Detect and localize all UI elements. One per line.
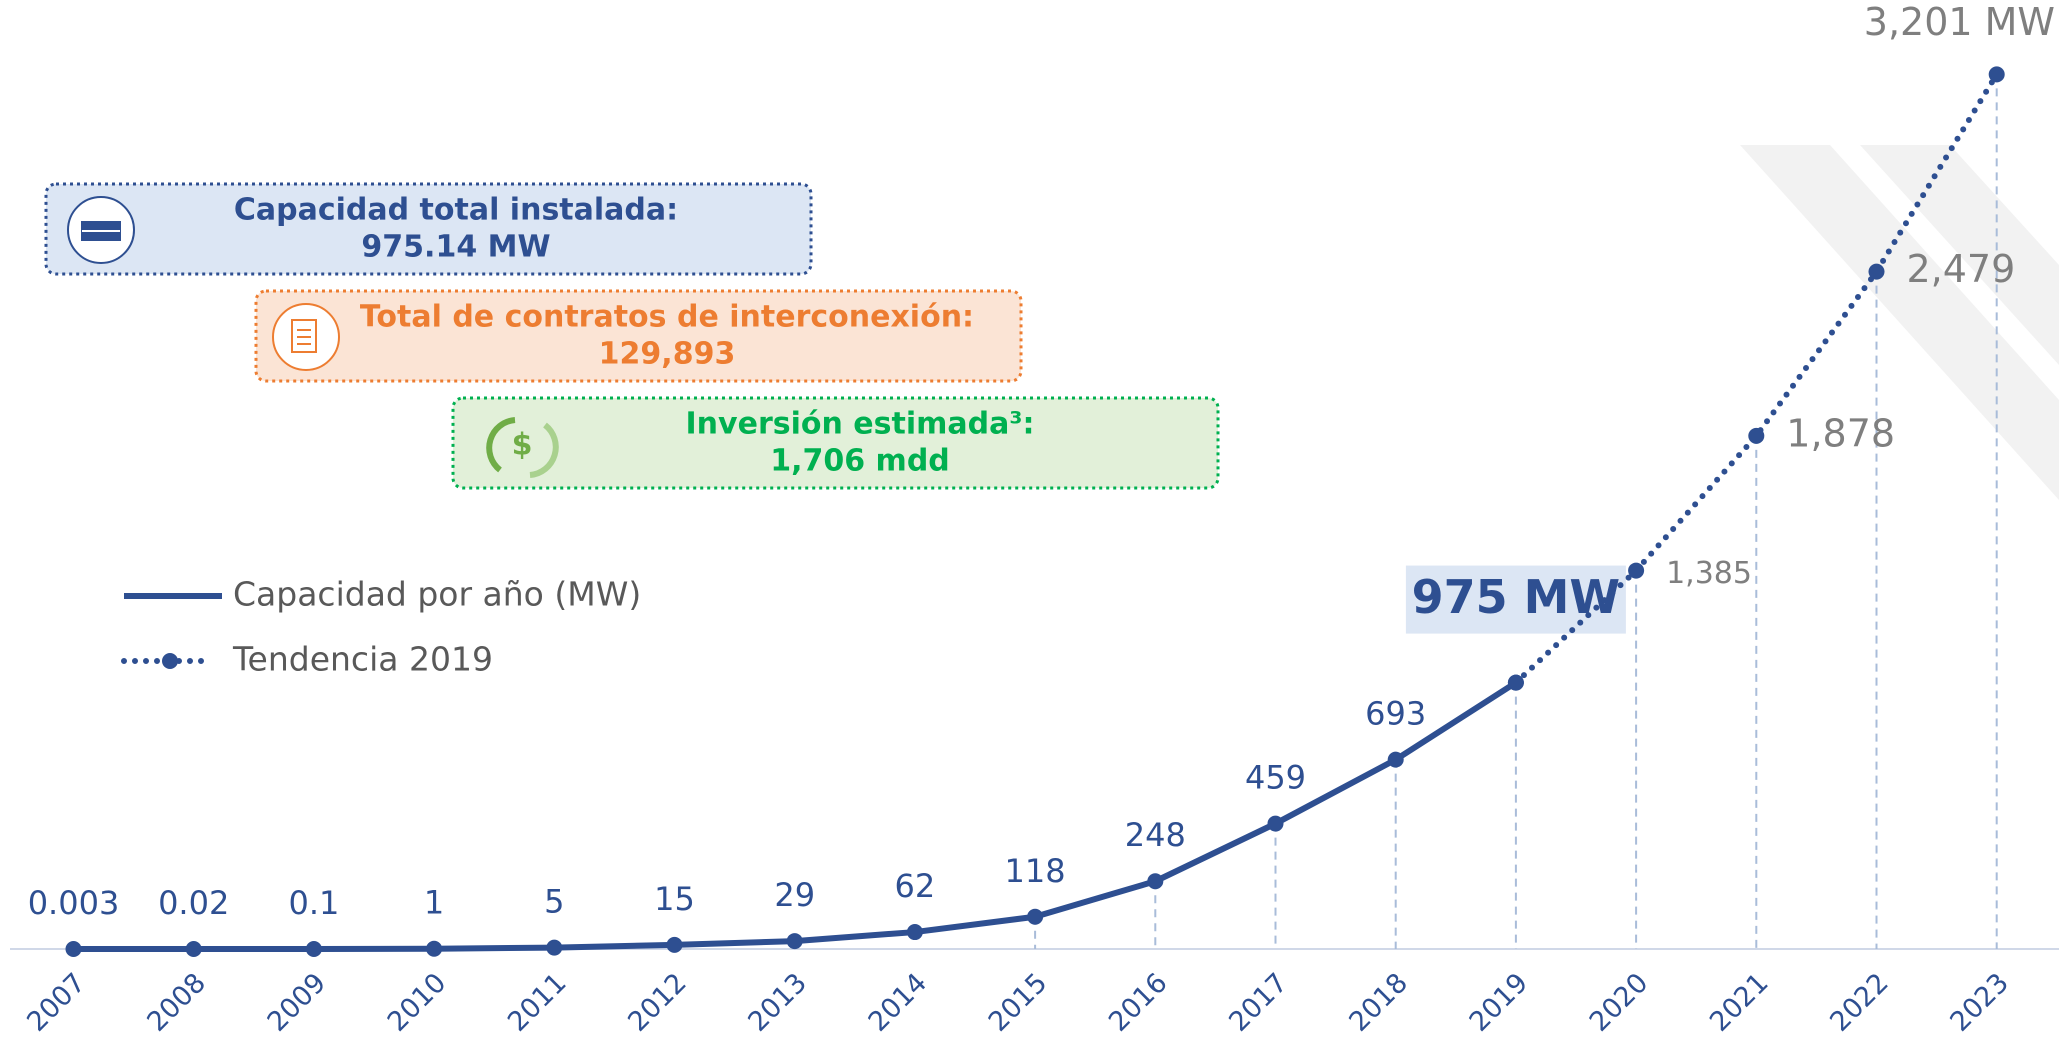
info-box-title: Capacidad total instalada: (234, 193, 678, 228)
solar-icon (67, 196, 135, 264)
x-tick-label: 2015 (983, 967, 1054, 1038)
x-tick-label: 2011 (502, 967, 573, 1038)
data-point (546, 939, 563, 956)
value-label: 1,385 (1666, 556, 1752, 591)
value-label: 15 (654, 880, 695, 918)
data-point (1027, 908, 1044, 925)
value-label: 62 (895, 867, 936, 905)
x-tick-label: 2022 (1824, 967, 1895, 1038)
legend-label: Capacidad por año (MW) (233, 575, 641, 614)
value-label: 0.02 (158, 884, 229, 922)
x-tick-label: 2016 (1103, 967, 1174, 1038)
x-tick-label: 2017 (1223, 967, 1294, 1038)
x-tick-label: 2009 (262, 967, 333, 1038)
legend-swatch-dot (162, 653, 178, 669)
value-label: 29 (774, 876, 815, 914)
value-label: 0.1 (288, 884, 339, 922)
value-label: 0.003 (28, 884, 120, 922)
background-stripes (1740, 145, 2059, 500)
info-box-title: Total de contratos de interconexión: (360, 300, 974, 335)
x-tick-label: 2007 (21, 967, 92, 1038)
money-icon: $ (486, 417, 559, 478)
x-tick-label: 2010 (382, 967, 453, 1038)
series-line (1512, 71, 2000, 686)
data-point (185, 940, 202, 957)
data-point (1868, 263, 1885, 280)
highlight-box (1405, 565, 1626, 634)
x-tick-label: 2023 (1944, 967, 2015, 1038)
value-label: 693 (1365, 695, 1426, 733)
x-tick-label: 2021 (1704, 967, 1775, 1038)
info-box (254, 289, 1023, 383)
contract-icon (272, 303, 340, 371)
x-tick-label: 2012 (622, 967, 693, 1038)
value-label: 248 (1125, 816, 1186, 854)
data-point (1267, 815, 1284, 832)
data-point (906, 924, 923, 941)
info-box-value: 1,706 mdd (770, 444, 950, 479)
x-tick-label: 2014 (863, 967, 934, 1038)
data-point (1628, 562, 1645, 579)
value-label: 1 (424, 884, 444, 922)
svg-text:$: $ (512, 428, 533, 463)
data-point (1147, 873, 1164, 890)
info-box-value: 975.14 MW (361, 230, 550, 265)
data-point (786, 933, 803, 950)
data-point (1387, 751, 1404, 768)
value-label: 2,479 (1907, 247, 2016, 291)
x-tick-label: 2008 (141, 967, 212, 1038)
x-tick-label: 2019 (1464, 967, 1535, 1038)
value-label: 1,878 (1786, 411, 1895, 455)
value-label: 3,201 MW (1864, 0, 2055, 44)
data-point (1988, 66, 2005, 83)
value-label: 459 (1245, 759, 1306, 797)
data-point (65, 940, 82, 957)
value-label: 118 (1005, 852, 1066, 890)
x-tick-label: 2018 (1343, 967, 1414, 1038)
value-label: 5 (544, 883, 564, 921)
legend-label: Tendencia 2019 (232, 640, 493, 679)
info-box-value: 129,893 (599, 337, 736, 372)
info-box (44, 182, 813, 276)
data-point (1507, 674, 1524, 691)
data-point (666, 936, 683, 953)
data-point (426, 940, 443, 957)
x-tick-label: 2013 (742, 967, 813, 1038)
x-tick-label: 2020 (1584, 967, 1655, 1038)
data-point (305, 940, 322, 957)
data-point (1748, 427, 1765, 444)
info-box (451, 396, 1220, 490)
info-box-title: Inversión estimada³: (686, 407, 1035, 442)
